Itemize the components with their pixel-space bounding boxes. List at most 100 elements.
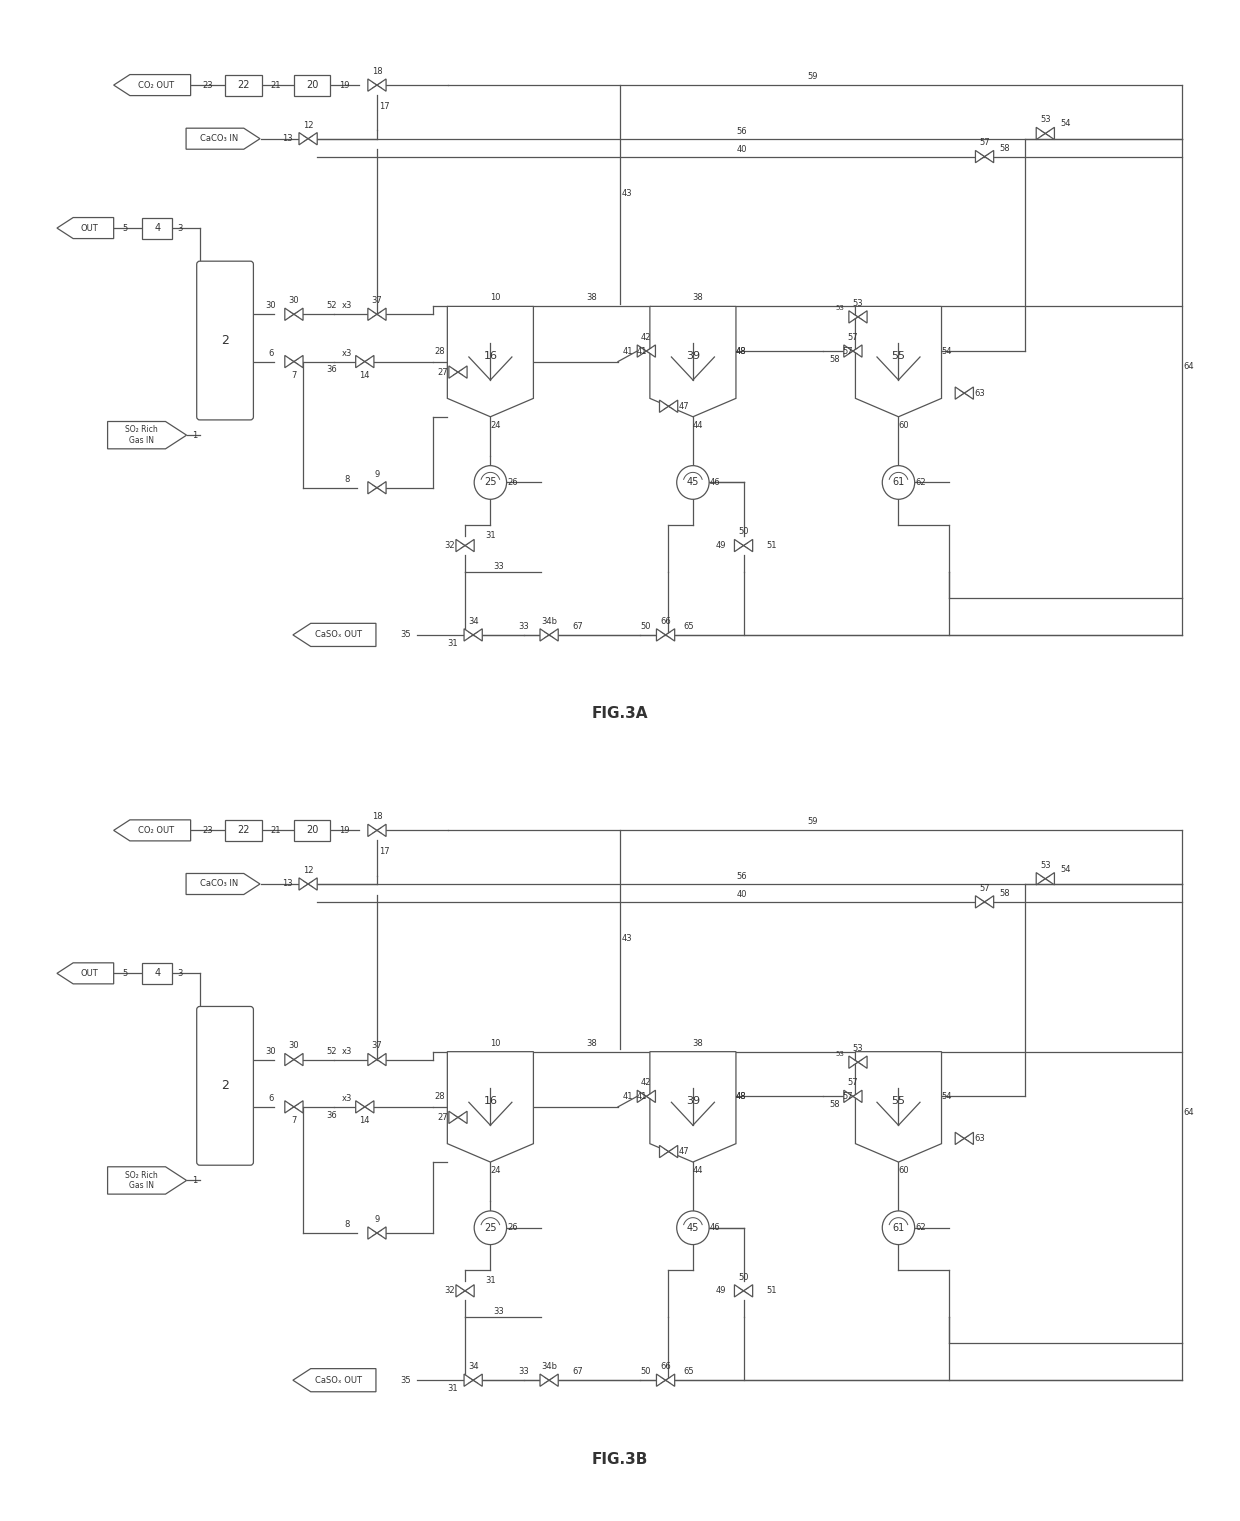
Circle shape (677, 1211, 709, 1244)
Polygon shape (858, 310, 867, 322)
Polygon shape (734, 1285, 744, 1297)
Polygon shape (377, 1054, 386, 1066)
Text: 24: 24 (490, 1167, 501, 1174)
Text: 57: 57 (842, 1092, 853, 1101)
Text: 57: 57 (980, 138, 990, 148)
Text: 8: 8 (343, 475, 350, 484)
Polygon shape (843, 345, 853, 357)
Text: 51: 51 (766, 1287, 777, 1296)
Text: 52: 52 (326, 1046, 336, 1056)
Polygon shape (965, 386, 973, 399)
Text: 32: 32 (445, 1287, 455, 1296)
Polygon shape (464, 628, 474, 640)
Text: 33: 33 (494, 563, 503, 570)
Polygon shape (474, 628, 482, 640)
Text: SO₂ Rich
Gas IN: SO₂ Rich Gas IN (125, 426, 159, 444)
Text: 17: 17 (378, 102, 389, 111)
Polygon shape (294, 309, 303, 321)
Polygon shape (186, 128, 260, 149)
Polygon shape (368, 79, 377, 91)
Text: x3: x3 (341, 1046, 352, 1056)
Text: 20: 20 (306, 826, 319, 835)
Text: 47: 47 (678, 402, 689, 411)
Polygon shape (666, 1373, 675, 1386)
Text: 30: 30 (289, 297, 299, 306)
Text: CaCO₃ IN: CaCO₃ IN (200, 134, 238, 143)
Text: 6: 6 (268, 348, 273, 357)
Text: SO₂ Rich
Gas IN: SO₂ Rich Gas IN (125, 1171, 159, 1189)
Text: 48: 48 (735, 347, 746, 356)
Polygon shape (377, 824, 386, 837)
Polygon shape (458, 367, 467, 379)
FancyBboxPatch shape (294, 820, 330, 841)
Polygon shape (856, 306, 941, 417)
Text: 23: 23 (202, 826, 213, 835)
Text: 39: 39 (686, 351, 699, 360)
Text: 13: 13 (283, 134, 293, 143)
Text: 57: 57 (848, 1078, 858, 1088)
Text: 57: 57 (980, 884, 990, 893)
Polygon shape (299, 878, 308, 890)
Text: 42: 42 (641, 333, 651, 342)
Text: 66: 66 (660, 616, 671, 625)
Text: 66: 66 (660, 1361, 671, 1370)
Polygon shape (853, 345, 862, 357)
Polygon shape (734, 540, 744, 552)
Polygon shape (474, 1373, 482, 1386)
Text: 21: 21 (270, 81, 281, 90)
Text: 9: 9 (374, 470, 379, 479)
Text: 65: 65 (683, 622, 694, 631)
Polygon shape (308, 132, 317, 144)
Text: 17: 17 (378, 847, 389, 856)
Text: 4: 4 (154, 224, 160, 233)
Polygon shape (293, 624, 376, 646)
Text: 57: 57 (842, 347, 853, 356)
Polygon shape (849, 310, 858, 322)
Text: 54: 54 (1060, 865, 1071, 873)
Polygon shape (465, 540, 474, 552)
Polygon shape (656, 1373, 666, 1386)
Text: 50: 50 (738, 528, 749, 537)
Text: 54: 54 (941, 347, 952, 356)
Polygon shape (976, 151, 985, 163)
Polygon shape (1037, 128, 1045, 140)
Text: 38: 38 (693, 1039, 703, 1048)
Text: 55: 55 (892, 351, 905, 360)
Text: 22: 22 (237, 81, 249, 90)
Text: 24: 24 (490, 421, 501, 429)
Text: x3: x3 (341, 301, 352, 310)
Polygon shape (294, 356, 303, 368)
Text: 2: 2 (221, 335, 229, 347)
Polygon shape (377, 1227, 386, 1240)
Polygon shape (858, 1056, 867, 1068)
Text: 37: 37 (372, 297, 382, 306)
Polygon shape (985, 896, 993, 908)
Text: 54: 54 (941, 1092, 952, 1101)
Text: 48: 48 (735, 1092, 746, 1101)
Polygon shape (955, 386, 965, 399)
Text: 16: 16 (484, 351, 497, 360)
Text: 31: 31 (485, 1276, 496, 1285)
Polygon shape (294, 1101, 303, 1113)
Text: 59: 59 (807, 817, 817, 826)
Text: 18: 18 (372, 67, 382, 76)
Text: 56: 56 (737, 872, 746, 881)
Circle shape (474, 465, 507, 499)
FancyBboxPatch shape (226, 75, 262, 96)
Text: 39: 39 (686, 1097, 699, 1106)
Text: 26: 26 (507, 478, 518, 487)
Text: 7: 7 (291, 371, 296, 380)
Polygon shape (108, 421, 186, 449)
Polygon shape (660, 1145, 668, 1157)
Text: 34: 34 (467, 1361, 479, 1370)
Text: 3: 3 (177, 969, 182, 978)
Text: 19: 19 (340, 826, 350, 835)
Text: 18: 18 (372, 812, 382, 821)
Polygon shape (637, 345, 646, 357)
Text: 20: 20 (306, 81, 319, 90)
Polygon shape (955, 1132, 965, 1144)
Text: 48: 48 (735, 1092, 746, 1101)
Text: 45: 45 (687, 478, 699, 487)
Text: 23: 23 (202, 81, 213, 90)
Text: 10: 10 (490, 294, 501, 303)
